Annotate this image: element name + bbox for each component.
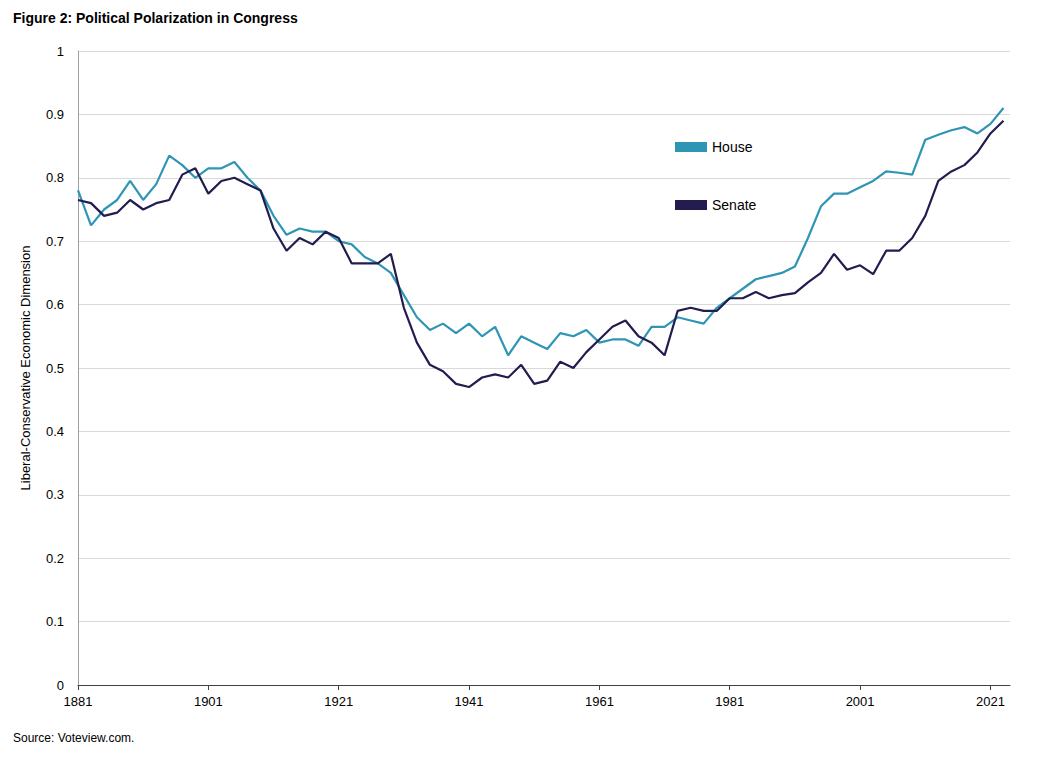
svg-text:2001: 2001 (846, 694, 875, 709)
svg-text:0.4: 0.4 (46, 424, 64, 439)
svg-text:0.1: 0.1 (46, 614, 64, 629)
svg-text:Senate: Senate (712, 197, 757, 213)
svg-text:0.5: 0.5 (46, 361, 64, 376)
svg-text:1: 1 (57, 44, 64, 59)
svg-text:1881: 1881 (64, 694, 93, 709)
svg-text:1981: 1981 (715, 694, 744, 709)
svg-text:1901: 1901 (194, 694, 223, 709)
svg-text:0.3: 0.3 (46, 487, 64, 502)
svg-text:0: 0 (57, 678, 64, 693)
svg-text:1921: 1921 (324, 694, 353, 709)
svg-text:0.9: 0.9 (46, 107, 64, 122)
svg-text:Liberal-Conservative Economic: Liberal-Conservative Economic Dimension (18, 246, 33, 491)
svg-text:1961: 1961 (585, 694, 614, 709)
svg-text:0.2: 0.2 (46, 551, 64, 566)
svg-text:Source: Voteview.com.: Source: Voteview.com. (13, 731, 134, 745)
svg-text:Figure 2: Political Polarizati: Figure 2: Political Polarization in Cong… (13, 10, 298, 26)
svg-text:0.7: 0.7 (46, 234, 64, 249)
svg-text:House: House (712, 139, 753, 155)
svg-text:1941: 1941 (455, 694, 484, 709)
svg-text:2021: 2021 (976, 694, 1005, 709)
svg-text:0.6: 0.6 (46, 297, 64, 312)
svg-text:0.8: 0.8 (46, 170, 64, 185)
